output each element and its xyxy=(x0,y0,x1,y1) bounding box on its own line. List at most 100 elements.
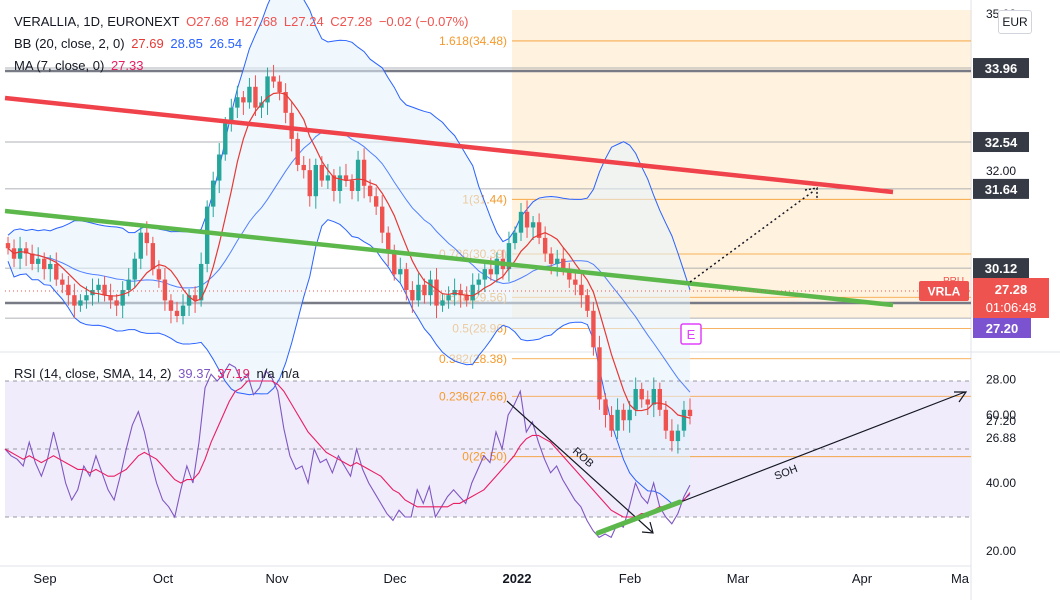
candle-body xyxy=(42,258,47,270)
candle-body xyxy=(476,279,481,285)
moving-average xyxy=(7,92,691,419)
rsi-na-1: n/a xyxy=(256,366,275,381)
price-axis-label: 31.64 xyxy=(985,182,1018,197)
candle-body xyxy=(186,295,192,306)
candle-body xyxy=(114,300,119,306)
rsi-line xyxy=(4,363,691,539)
ohlc-low: L27.24 xyxy=(283,14,324,29)
candle-body xyxy=(271,76,276,82)
soh-arrowhead xyxy=(954,391,968,403)
candle-body xyxy=(675,430,681,442)
trendlines[interactable] xyxy=(4,95,894,308)
candle-body xyxy=(633,388,638,410)
bb-basis-line xyxy=(7,130,691,393)
legend-symbol-row[interactable]: VERALLIA, 1D, EURONEXT O27.68 H27.68 L27… xyxy=(14,14,471,29)
ma-value: 27.33 xyxy=(110,58,144,73)
candle-body xyxy=(687,409,693,417)
legend-rsi-row[interactable]: RSI (14, close, SMA, 14, 2) 39.37 37.19 … xyxy=(14,366,302,381)
last-price-label: 27.28 xyxy=(995,282,1028,297)
price-axis-box xyxy=(973,178,1029,199)
rob-arrowhead xyxy=(641,521,654,534)
time-axis-label: Feb xyxy=(619,571,641,586)
candle-body xyxy=(524,211,530,228)
ma-line xyxy=(7,92,691,419)
symbol-label[interactable]: VERALLIA, 1D, EURONEXT xyxy=(14,14,180,29)
price-axis[interactable]: 35.0233.9632.5432.0031.6430.1229.1628.00… xyxy=(973,7,1029,445)
candle-body xyxy=(422,284,427,296)
candle-body xyxy=(645,399,650,405)
rsi-axis-label: 20.00 xyxy=(986,544,1016,558)
hline-price-tag[interactable]: 27.20 xyxy=(973,318,1031,338)
projection-arrowhead xyxy=(804,187,818,200)
bb-basis: 27.69 xyxy=(131,36,164,51)
legend-ma-row[interactable]: MA (7, close, 0) 27.33 xyxy=(14,58,146,73)
candle-body xyxy=(609,415,614,431)
candle-body xyxy=(180,305,186,317)
candle-body xyxy=(536,222,542,238)
candle-body xyxy=(277,81,282,92)
soh-line[interactable] xyxy=(677,391,966,504)
time-axis[interactable]: Sep Oct Nov Dec 2022 Feb Mar Apr Ma xyxy=(33,571,969,586)
candle-body xyxy=(591,310,596,348)
candle-body xyxy=(168,300,174,311)
candle-body xyxy=(120,289,125,306)
support-trendline[interactable] xyxy=(4,208,894,308)
rsi-axis[interactable]: 60.00 40.00 20.00 xyxy=(986,408,1016,558)
rob-line[interactable] xyxy=(506,400,653,533)
candle-body xyxy=(198,263,204,301)
candle-body xyxy=(530,222,536,228)
candle-body xyxy=(283,92,288,113)
candle-body xyxy=(295,138,300,165)
fib-label-0: 1.618(34.48) xyxy=(439,34,507,48)
rsi-axis-label: 40.00 xyxy=(986,476,1016,490)
candle-body xyxy=(464,295,469,301)
rsi-na-2: n/a xyxy=(281,366,300,381)
candle-body xyxy=(337,175,343,191)
candle-body xyxy=(621,409,626,421)
rsi-ma-value: 37.19 xyxy=(217,366,250,381)
candle-body xyxy=(494,258,500,275)
candle-body xyxy=(35,258,41,264)
candle-body xyxy=(428,279,433,296)
currency-button[interactable]: EUR xyxy=(998,10,1032,34)
candle-body xyxy=(567,269,572,280)
candle-body xyxy=(301,164,306,171)
rsi-support-line[interactable] xyxy=(595,499,683,536)
earnings-marker[interactable] xyxy=(680,323,702,345)
price-axis-box xyxy=(973,58,1029,79)
price-axis-label: 30.12 xyxy=(985,261,1018,276)
partial-tag-label: PRU xyxy=(943,276,964,287)
ticker-tag[interactable]: VRLA xyxy=(919,281,969,301)
candle-body xyxy=(458,289,463,296)
bb-label[interactable]: BB (20, close, 2, 0) xyxy=(14,36,125,51)
legend-bb-row[interactable]: BB (20, close, 2, 0) 27.69 28.85 26.54 xyxy=(14,36,245,51)
rsi-label[interactable]: RSI (14, close, SMA, 14, 2) xyxy=(14,366,172,381)
candle-body xyxy=(319,164,325,181)
projection-arrow[interactable] xyxy=(689,189,816,283)
candle-body xyxy=(217,154,222,181)
time-axis-label: 2022 xyxy=(503,571,532,586)
price-axis-label: 26.88 xyxy=(986,431,1016,445)
candle-body xyxy=(379,206,385,233)
rsi-lines xyxy=(4,363,691,539)
candle-body xyxy=(681,409,687,431)
candle-body xyxy=(561,258,566,270)
candle-body xyxy=(627,409,632,421)
last-price-tag[interactable]: 27.28 01:06:48 xyxy=(973,278,1049,318)
candle-body xyxy=(603,399,608,416)
ma-label[interactable]: MA (7, close, 0) xyxy=(14,58,105,73)
bb-lower-line xyxy=(7,219,691,505)
time-axis-label: Dec xyxy=(383,571,407,586)
ticker-tag-label: VRLA xyxy=(928,285,961,299)
candle-body xyxy=(331,175,337,191)
price-axis-label: 33.96 xyxy=(985,61,1018,76)
resistance-trendline[interactable] xyxy=(4,95,894,195)
candle-body xyxy=(162,279,168,301)
candle-body xyxy=(325,175,331,181)
rsi-axis-label: 60.00 xyxy=(986,408,1016,422)
price-axis-label: 28.00 xyxy=(986,373,1016,387)
time-axis-label: Sep xyxy=(33,571,56,586)
candle-body xyxy=(639,388,644,400)
price-axis-label: 27.20 xyxy=(986,414,1016,428)
